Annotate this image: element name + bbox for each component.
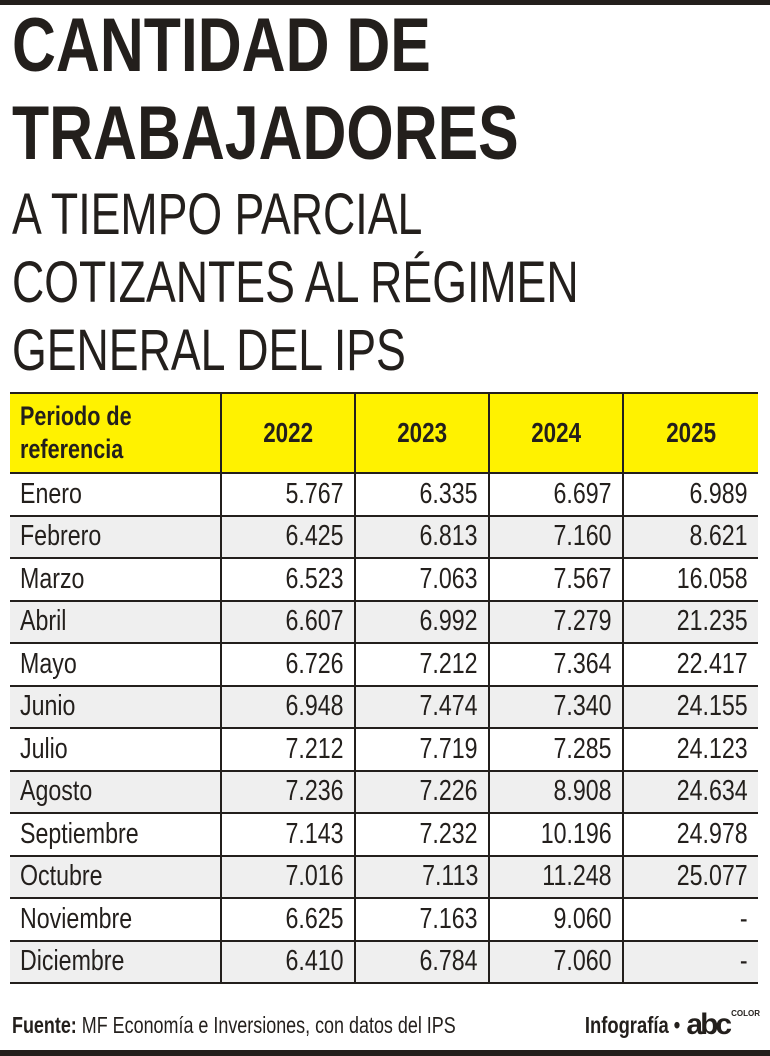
source-text: MF Economía e Inversiones, con datos del… xyxy=(76,1012,456,1038)
credit: Infografía • abc COLOR xyxy=(561,1010,760,1040)
credit-text: Infografía • xyxy=(585,1011,681,1038)
value-cell: 24.634 xyxy=(622,770,758,814)
value-cell: 7.474 xyxy=(354,685,489,729)
value-cell: 7.232 xyxy=(354,813,489,857)
value-cell: 6.726 xyxy=(220,643,355,687)
table-row: Noviembre 6.625 7.163 9.060- xyxy=(10,898,758,942)
value-cell: 7.719 xyxy=(354,728,489,772)
value-cell: 24.123 xyxy=(622,728,758,772)
value-cell: 6.992 xyxy=(354,600,489,644)
table-row: Marzo 6.523 7.063 7.567 16.058 xyxy=(10,558,758,602)
table-row: Enero 5.767 6.335 6.697 6.989 xyxy=(10,473,758,517)
header-year: 2025 xyxy=(622,392,758,474)
value-cell: - xyxy=(622,898,758,942)
value-cell: 6.607 xyxy=(220,600,355,644)
value-cell: 6.813 xyxy=(354,515,489,559)
value-cell: 6.784 xyxy=(354,940,489,984)
title-line-1: CANTIDAD DE xyxy=(12,3,431,88)
bottom-rule xyxy=(0,1050,770,1056)
value-cell: 6.697 xyxy=(488,473,623,517)
value-cell: 7.163 xyxy=(354,898,489,942)
value-cell: 8.621 xyxy=(622,515,758,559)
value-cell: 7.143 xyxy=(220,813,355,857)
header-row: Periodo de referencia 2022 2023 2024 2025 xyxy=(10,392,758,474)
table-row: Diciembre 6.410 6.784 7.060- xyxy=(10,940,758,984)
value-cell: 21.235 xyxy=(622,600,758,644)
month-cell: Febrero xyxy=(10,515,221,559)
value-cell: 6.948 xyxy=(220,685,355,729)
title-line-2: TRABAJADORES xyxy=(12,91,519,176)
value-cell: 6.989 xyxy=(622,473,758,517)
value-cell: 22.417 xyxy=(622,643,758,687)
header-year: 2024 xyxy=(488,392,623,474)
subtitle-line-2: COTIZANTES AL RÉGIMEN xyxy=(12,250,579,315)
table-row: Septiembre 7.143 7.232 10.196 24.978 xyxy=(10,813,758,857)
value-cell: 7.285 xyxy=(488,728,623,772)
value-cell: 11.248 xyxy=(488,855,623,899)
value-cell: 24.155 xyxy=(622,685,758,729)
value-cell: 7.212 xyxy=(220,728,355,772)
value-cell: 10.196 xyxy=(488,813,623,857)
month-cell: Agosto xyxy=(10,770,221,814)
value-cell: 7.340 xyxy=(488,685,623,729)
abc-color-logo: abc COLOR xyxy=(686,1008,760,1041)
table-row: Junio 6.948 7.474 7.340 24.155 xyxy=(10,685,758,729)
month-cell: Noviembre xyxy=(10,898,221,942)
value-cell: 7.364 xyxy=(488,643,623,687)
source-label: Fuente: xyxy=(12,1012,77,1038)
value-cell: 7.279 xyxy=(488,600,623,644)
source-note: Fuente: MF Economía e Inversiones, con d… xyxy=(12,1012,581,1039)
value-cell: 7.016 xyxy=(220,855,355,899)
month-cell: Octubre xyxy=(10,855,221,899)
value-cell: 7.113 xyxy=(354,855,489,899)
month-cell: Enero xyxy=(10,473,221,517)
table-row: Octubre 7.016 7.113 11.248 25.077 xyxy=(10,855,758,899)
header-year: 2023 xyxy=(354,392,489,474)
value-cell: 6.625 xyxy=(220,898,355,942)
value-cell: 9.060 xyxy=(488,898,623,942)
value-cell: 6.410 xyxy=(220,940,355,984)
table-row: Febrero 6.425 6.813 7.160 8.621 xyxy=(10,515,758,559)
value-cell: 24.978 xyxy=(622,813,758,857)
value-cell: 7.567 xyxy=(488,558,623,602)
value-cell: - xyxy=(622,940,758,984)
subtitle-line-1: A TIEMPO PARCIAL xyxy=(12,182,423,247)
month-cell: Mayo xyxy=(10,643,221,687)
table-row: Mayo 6.726 7.212 7.364 22.417 xyxy=(10,643,758,687)
month-cell: Marzo xyxy=(10,558,221,602)
value-cell: 6.425 xyxy=(220,515,355,559)
month-cell: Abril xyxy=(10,600,221,644)
value-cell: 7.236 xyxy=(220,770,355,814)
value-cell: 8.908 xyxy=(488,770,623,814)
value-cell: 7.212 xyxy=(354,643,489,687)
header-year: 2022 xyxy=(220,392,355,474)
value-cell: 7.226 xyxy=(354,770,489,814)
header-period: Periodo de referencia xyxy=(10,392,221,474)
value-cell: 7.060 xyxy=(488,940,623,984)
table-row: Julio 7.212 7.719 7.285 24.123 xyxy=(10,728,758,772)
value-cell: 6.523 xyxy=(220,558,355,602)
month-cell: Junio xyxy=(10,685,221,729)
value-cell: 7.063 xyxy=(354,558,489,602)
month-cell: Septiembre xyxy=(10,813,221,857)
value-cell: 6.335 xyxy=(354,473,489,517)
subtitle-line-3: GENERAL DEL IPS xyxy=(12,318,406,383)
month-cell: Julio xyxy=(10,728,221,772)
table-row: Agosto 7.236 7.226 8.908 24.634 xyxy=(10,770,758,814)
top-rule xyxy=(0,0,770,5)
table-row: Abril 6.607 6.992 7.279 21.235 xyxy=(10,600,758,644)
value-cell: 16.058 xyxy=(622,558,758,602)
value-cell: 5.767 xyxy=(220,473,355,517)
month-cell: Diciembre xyxy=(10,940,221,984)
value-cell: 25.077 xyxy=(622,855,758,899)
value-cell: 7.160 xyxy=(488,515,623,559)
data-table: Periodo de referencia 2022 2023 2024 2025… xyxy=(10,392,758,984)
